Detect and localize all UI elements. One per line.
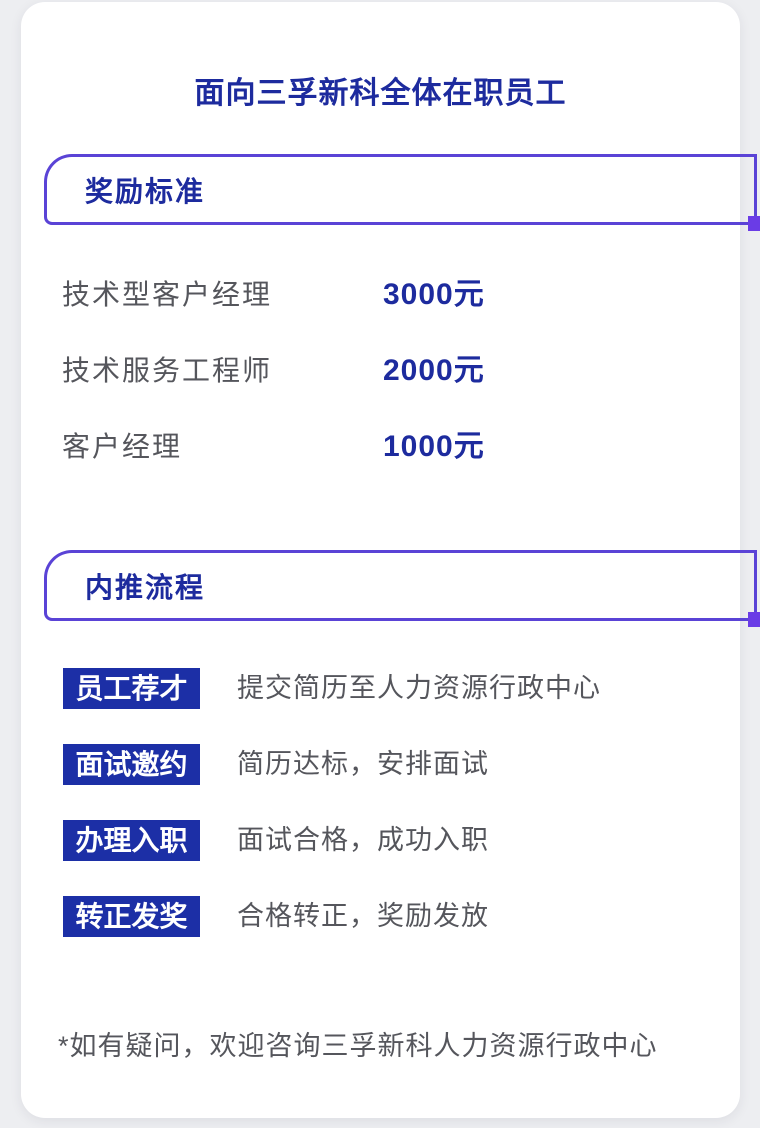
poster-card: 面向三孚新科全体在职员工 奖励标准 技术型客户经理 3000元 技术服务工程师 20… [21,2,760,1118]
step-description: 面试合格，成功入职 [237,825,489,855]
page-title: 面向三孚新科全体在职员工 [194,77,567,110]
reward-row-label: 技术服务工程师 [62,355,273,386]
step-badge: 办理入职 [63,820,200,861]
corner-square-icon [748,612,760,627]
reward-row-value: 3000元 [383,278,485,311]
reward-section-header: 奖励标准 [44,154,760,231]
reward-row-value: 2000元 [383,354,485,387]
step-badge: 面试邀约 [63,744,200,785]
step-description: 简历达标，安排面试 [237,749,489,779]
step-description: 提交简历至人力资源行政中心 [237,673,601,703]
process-section-title: 内推流程 [85,571,206,603]
reward-row-label: 技术型客户经理 [62,279,273,310]
process-section-header: 内推流程 [44,550,760,627]
process-step: 员工荐才 提交简历至人力资源行政中心 [63,668,601,709]
process-step: 转正发奖 合格转正，奖励发放 [63,896,489,937]
footnote-text: *如有疑问，欢迎咨询三孚新科人力资源行政中心 [58,1031,658,1061]
corner-square-icon [748,216,760,231]
reward-row: 客户经理 1000元 [62,427,485,467]
reward-row-label: 客户经理 [62,431,183,462]
reward-section-title: 奖励标准 [85,175,206,207]
reward-row: 技术型客户经理 3000元 [62,275,485,315]
process-step: 办理入职 面试合格，成功入职 [63,820,489,861]
reward-row: 技术服务工程师 2000元 [62,351,485,391]
reward-row-value: 1000元 [383,430,485,463]
step-badge: 员工荐才 [63,668,200,709]
step-description: 合格转正，奖励发放 [237,901,489,931]
process-step: 面试邀约 简历达标，安排面试 [63,744,489,785]
step-badge: 转正发奖 [63,896,200,937]
